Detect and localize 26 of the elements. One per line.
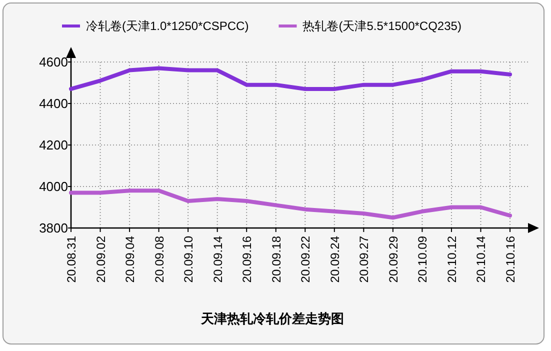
text: 天津热轧冷轧价差走势图 [200, 311, 344, 326]
x-tick-label: 20.09.18 [269, 236, 284, 283]
x-tick-label: 20.10.16 [504, 236, 518, 283]
y-tick-label: 3800 [39, 220, 68, 236]
x-tick-label: 20.10.14 [474, 236, 488, 283]
legend-label: 冷轧卷(天津1.0*1250*CSPCC) [86, 19, 249, 33]
x-tick-label: 20.09.08 [152, 236, 166, 283]
y-tick-label: 4600 [39, 54, 68, 70]
y-tick-label: 4200 [39, 138, 68, 152]
x-tick-label: 20.10.12 [444, 236, 459, 283]
x-tick-label: 20.09.02 [94, 236, 108, 283]
x-tick-label: 20.09.24 [328, 236, 342, 283]
x-tick-label: 20.09.14 [210, 236, 225, 283]
x-tick-label: 20.09.16 [240, 236, 254, 283]
x-tick-label: 20.09.29 [386, 236, 400, 283]
x-tick-label: 20.08.31 [64, 236, 78, 283]
y-tick-label: 4000 [39, 179, 68, 194]
y-tick-label: 4400 [39, 96, 68, 111]
legend-label: 热轧卷(天津5.5*1500*CQ235) [302, 19, 462, 33]
x-tick-label: 20.09.10 [182, 236, 196, 283]
line-series [69, 66, 512, 91]
x-tick-label: 20.09.27 [357, 236, 372, 283]
x-tick-label: 20.10.09 [416, 236, 430, 283]
x-tick-label: 20.09.04 [123, 236, 138, 283]
line-series [69, 188, 512, 220]
x-tick-label: 20.09.22 [298, 236, 313, 283]
